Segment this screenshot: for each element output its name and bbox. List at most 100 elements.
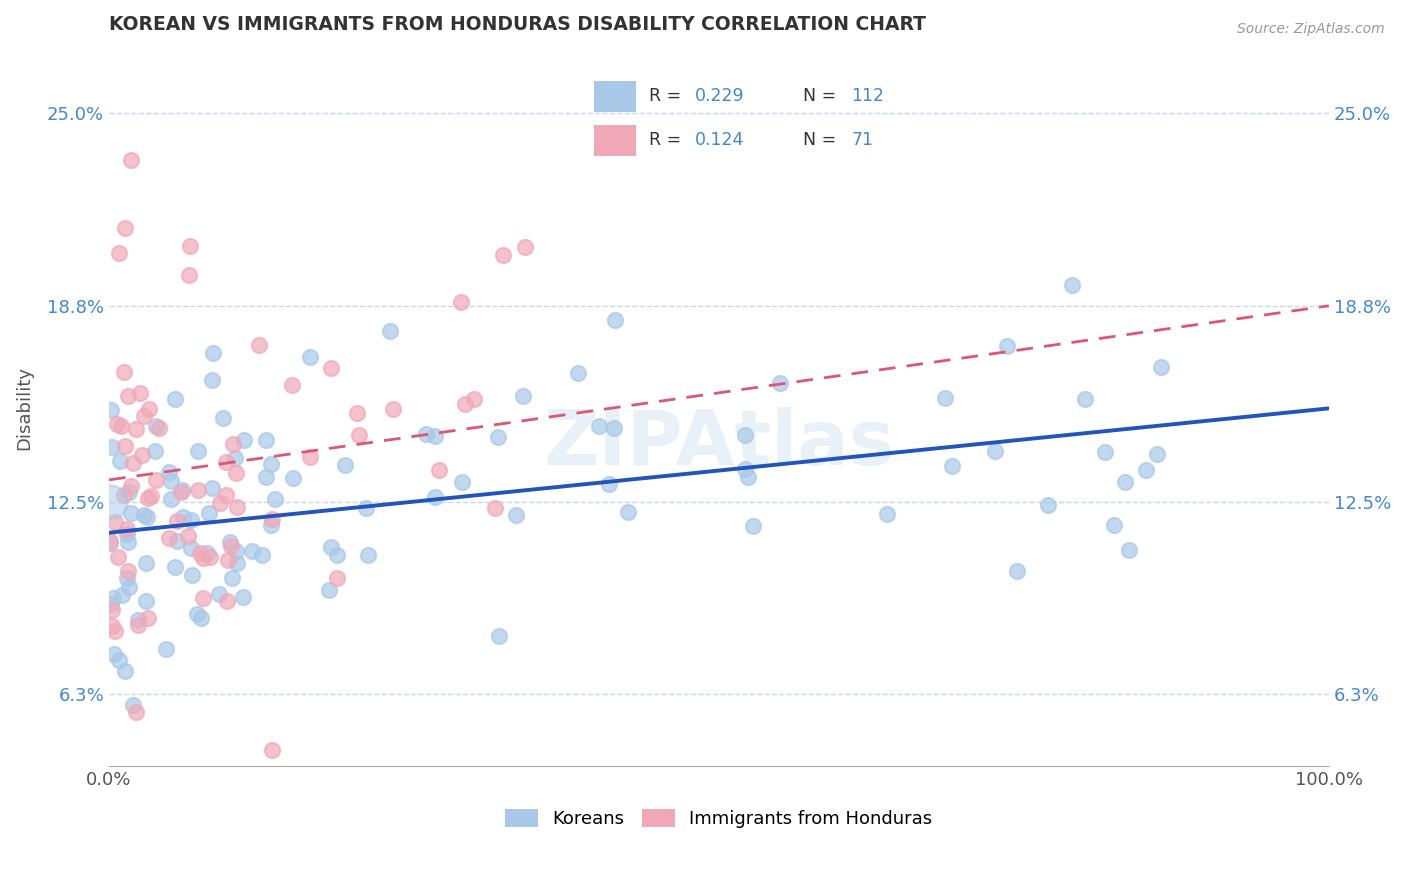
Point [177, 268, 200, 282]
Point [249, 337, 271, 351]
Point [232, 590, 254, 604]
Point [138, 401, 160, 416]
Point [98, 536, 121, 550]
Point [415, 427, 437, 442]
Point [191, 551, 214, 566]
Point [463, 392, 485, 406]
Point [132, 508, 155, 522]
Point [101, 591, 124, 605]
Point [217, 553, 239, 567]
Point [254, 470, 277, 484]
Point [187, 483, 209, 497]
Point [180, 513, 202, 527]
Text: 0.124: 0.124 [696, 131, 745, 149]
Point [122, 698, 145, 713]
Point [423, 429, 446, 443]
Point [111, 589, 134, 603]
Point [180, 541, 202, 555]
Point [1118, 543, 1140, 558]
Point [250, 548, 273, 562]
Point [117, 564, 139, 578]
Point [114, 220, 136, 235]
Point [120, 153, 142, 167]
Point [318, 582, 340, 597]
Point [136, 610, 159, 624]
Point [201, 482, 224, 496]
Point [124, 706, 146, 720]
Point [451, 475, 474, 490]
Point [195, 546, 218, 560]
Point [298, 450, 321, 464]
Point [335, 458, 357, 473]
Point [166, 533, 188, 548]
Point [108, 653, 131, 667]
Point [240, 543, 263, 558]
Point [108, 246, 131, 260]
Point [163, 392, 186, 406]
Point [117, 389, 139, 403]
Point [280, 378, 302, 392]
Point [108, 453, 131, 467]
Point [202, 346, 225, 360]
Point [131, 448, 153, 462]
Point [190, 611, 212, 625]
Text: Source: ZipAtlas.com: Source: ZipAtlas.com [1237, 22, 1385, 37]
Point [100, 603, 122, 617]
Point [208, 587, 231, 601]
Point [484, 501, 506, 516]
Point [208, 496, 231, 510]
Point [148, 421, 170, 435]
Point [117, 534, 139, 549]
Point [127, 617, 149, 632]
Point [567, 366, 589, 380]
Point [122, 456, 145, 470]
Point [120, 506, 142, 520]
Point [225, 557, 247, 571]
Point [139, 489, 162, 503]
Point [201, 373, 224, 387]
Point [219, 539, 242, 553]
Point [254, 434, 277, 448]
Point [145, 473, 167, 487]
Point [114, 439, 136, 453]
Point [492, 248, 515, 262]
Point [321, 360, 343, 375]
Point [100, 619, 122, 633]
Text: 112: 112 [852, 87, 884, 105]
Point [224, 451, 246, 466]
Point [100, 597, 122, 611]
Point [347, 428, 370, 442]
Point [100, 440, 122, 454]
Point [1036, 498, 1059, 512]
Point [995, 339, 1018, 353]
Point [1114, 475, 1136, 489]
Point [357, 548, 380, 562]
Point [100, 402, 122, 417]
Point [105, 417, 128, 431]
Point [129, 386, 152, 401]
Text: 0.229: 0.229 [696, 87, 745, 105]
Point [425, 490, 447, 504]
Point [1150, 360, 1173, 375]
Text: 71: 71 [852, 131, 873, 149]
Point [225, 466, 247, 480]
Text: R =: R = [650, 131, 686, 149]
Text: N =: N = [803, 87, 842, 105]
FancyBboxPatch shape [593, 125, 637, 156]
Point [218, 534, 240, 549]
Point [598, 477, 620, 491]
Point [326, 570, 349, 584]
Point [1102, 517, 1125, 532]
Point [1135, 463, 1157, 477]
Point [1060, 278, 1083, 293]
Point [104, 515, 127, 529]
Point [769, 376, 792, 390]
Point [117, 521, 139, 535]
Point [221, 571, 243, 585]
Text: R =: R = [650, 87, 686, 105]
Point [118, 484, 141, 499]
Point [232, 434, 254, 448]
Point [112, 488, 135, 502]
Point [1074, 392, 1097, 407]
Point [211, 411, 233, 425]
